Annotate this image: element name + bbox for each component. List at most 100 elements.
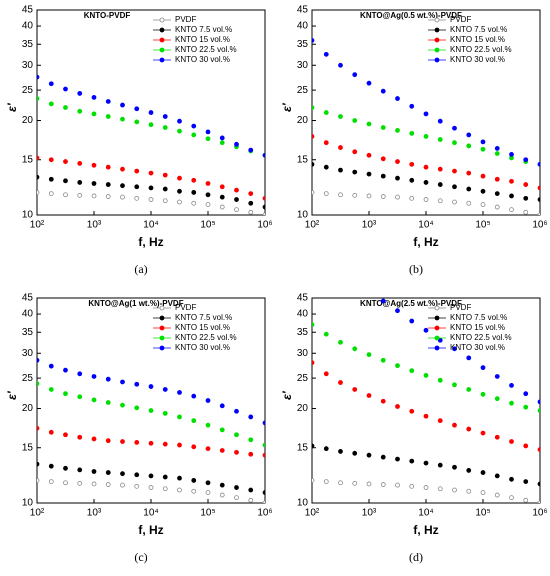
data-point [437,198,443,204]
data-point [63,159,68,164]
data-point [380,357,386,363]
data-point [191,177,197,183]
data-point [395,159,400,164]
data-point [191,132,197,138]
data-point [466,488,472,494]
data-point [262,452,265,458]
data-point [148,408,154,413]
data-point [248,437,254,443]
data-point [63,432,68,438]
data-point [205,398,211,403]
legend-label: KNTO 15 vol.% [175,323,230,332]
y-tick-label: 10 [297,498,309,509]
data-point [37,461,40,467]
data-point [105,400,111,405]
y-tick-label: 15 [22,154,34,165]
data-point [91,111,97,117]
data-point [48,81,54,87]
data-point [537,185,540,191]
panel-label: (b) [409,262,423,276]
y-tick-label: 15 [297,154,309,165]
data-point [177,487,182,493]
data-point [523,497,529,503]
y-tick-label: 20 [297,115,309,126]
y-tick-label: 30 [297,60,309,71]
data-point [191,444,197,450]
data-point [452,199,457,205]
legend-label: KNTO 7.5 vol.% [450,25,507,34]
data-point [162,410,168,416]
data-point [509,476,514,482]
legend-label: KNTO 22.5 vol.% [450,333,512,342]
legend-marker [159,305,165,311]
data-point [120,183,125,189]
data-point [312,38,315,43]
data-point [338,380,343,385]
y-tick-label: 30 [22,348,34,359]
legend-marker [159,335,165,341]
data-point [248,497,254,503]
data-point [409,130,415,136]
data-point [63,178,68,184]
data-point [219,492,225,498]
panel: 10 15 20 25 30 35 40 45 10² 10³ 10⁴ 10⁵ 10⁶ KNTO@Ag(0… [280,5,547,276]
legend-label: KNTO 22.5 vol.% [450,45,512,54]
data-point [523,195,529,201]
data-point [437,118,443,124]
data-point [219,204,225,210]
x-tick-label: 10² [305,508,320,519]
legend-marker [159,325,165,331]
data-point [409,103,415,109]
data-point [452,382,457,388]
data-point [205,192,211,198]
legend-label: PVDF [175,303,196,312]
data-point [380,156,386,162]
series-group [312,298,540,503]
legend-marker [159,37,165,43]
y-tick-label: 40 [22,21,34,32]
data-point [63,367,68,373]
data-point [423,373,429,378]
data-point [37,357,40,363]
data-point [77,91,83,96]
data-point [262,204,265,210]
legend-marker [434,305,440,311]
data-point [134,439,140,445]
legend-marker [434,325,440,331]
data-point [366,481,372,487]
data-point [134,195,140,201]
data-point [380,454,386,460]
data-point [380,482,386,487]
data-point [37,74,40,80]
data-point [134,483,140,489]
legend-marker [159,345,165,351]
data-point [537,399,540,405]
legend-marker [159,27,165,33]
data-point [323,371,329,377]
data-point [395,456,400,462]
data-point [480,146,486,152]
data-point [466,468,472,473]
data-point [120,379,125,385]
data-point [423,134,429,139]
data-point [134,405,140,411]
y-tick-label: 15 [297,442,309,453]
data-point [380,125,386,130]
data-point [480,365,486,371]
series-group [37,74,265,215]
data-point [234,197,239,202]
data-point [77,180,83,185]
data-point [494,204,500,210]
data-point [134,381,140,387]
y-tick-label: 30 [22,60,34,71]
legend-label: KNTO 7.5 vol.% [175,313,232,322]
data-point [312,161,315,167]
data-point [537,408,540,413]
data-point [437,182,443,187]
data-point [91,481,97,487]
data-point [205,202,211,207]
x-axis-label: f, Hz [138,235,163,249]
y-tick-label: 45 [22,5,34,16]
data-point [120,471,125,477]
data-point [91,436,97,442]
